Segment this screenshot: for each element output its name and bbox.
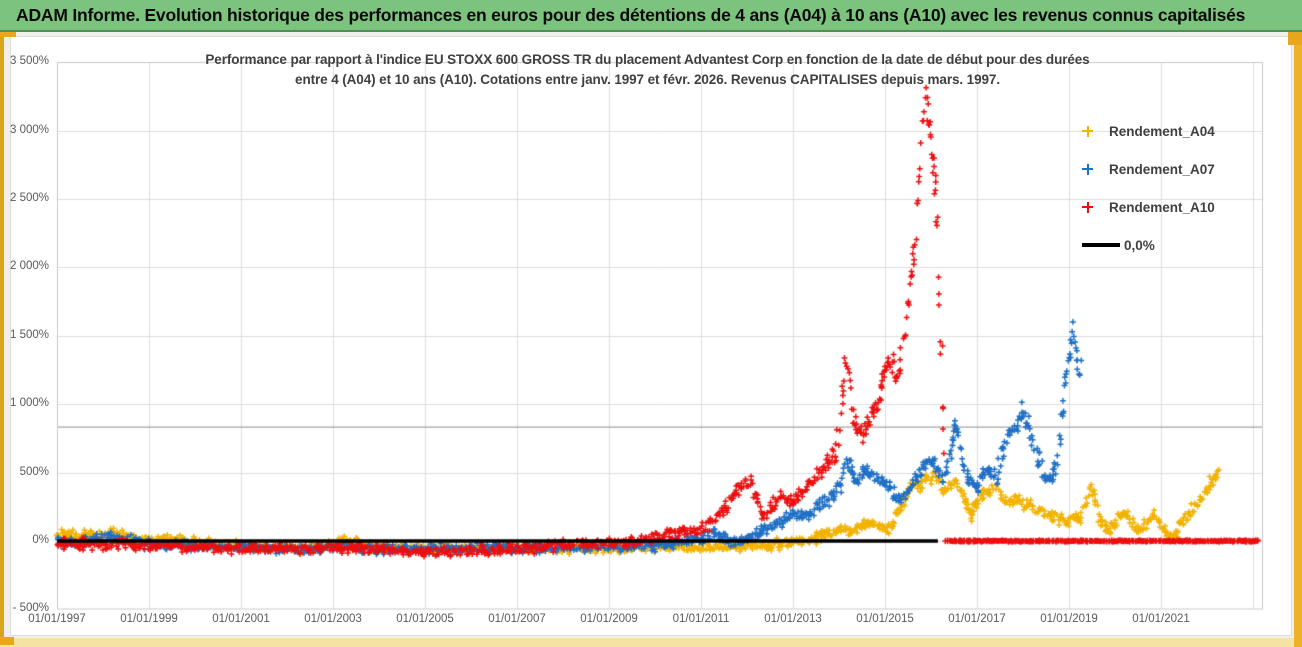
frame-bottom-strip: [0, 638, 1302, 647]
x-axis-tick-label: 01/01/2019: [1040, 613, 1098, 625]
frame-right-strip: [1294, 32, 1302, 647]
x-axis-tick-label: 01/01/2001: [212, 613, 270, 625]
y-axis-tick-label: - 500%: [12, 602, 49, 615]
y-axis-tick-label: 1 000%: [9, 397, 49, 410]
x-axis-tick-label: 01/01/2021: [1132, 613, 1190, 625]
frame-left-strip: [0, 32, 4, 637]
y-axis-tick-label: 3 000%: [9, 123, 49, 136]
x-axis-tick-label: 01/01/2015: [856, 613, 914, 625]
chart-title-line2: entre 4 (A04) et 10 ans (A10). Cotations…: [295, 72, 1000, 87]
chart-title: Performance par rapport à l'indice EU ST…: [160, 50, 1135, 90]
frame-left-accent: [0, 32, 16, 37]
legend-item-rendement-a10: Rendement_A10: [1082, 188, 1272, 226]
chart-legend: Rendement_A04 Rendement_A07 Rendement_A1…: [1082, 112, 1272, 264]
x-axis-tick-label: 01/01/2007: [488, 613, 546, 625]
plus-marker-icon: [1082, 125, 1093, 137]
chart-title-line1: Performance par rapport à l'indice EU ST…: [205, 52, 1090, 67]
legend-item-rendement-a07: Rendement_A07: [1082, 150, 1272, 188]
legend-label: Rendement_A10: [1109, 199, 1215, 215]
zero-line-icon: [1082, 243, 1120, 247]
legend-label: 0,0%: [1124, 237, 1155, 253]
x-axis-tick-label: 01/01/2013: [764, 613, 822, 625]
frame-right-accent: [1288, 32, 1302, 45]
plus-marker-icon: [1082, 163, 1093, 175]
x-axis-tick-label: 01/01/1999: [120, 613, 178, 625]
x-axis-tick-label: 01/01/2011: [672, 613, 730, 625]
y-axis-tick-label: 0%: [32, 534, 49, 546]
x-axis-tick-label: 01/01/2009: [580, 613, 638, 625]
y-axis-tick-label: 2 500%: [9, 192, 49, 204]
plus-marker-icon: [1082, 201, 1093, 213]
y-axis-tick-label: 3 500%: [9, 55, 49, 68]
x-axis-tick-label: 01/01/2017: [948, 613, 1006, 625]
x-axis-tick-label: 01/01/2005: [396, 613, 454, 625]
x-axis-tick-label: 01/01/2003: [304, 613, 362, 625]
y-axis-tick-label: 500%: [19, 465, 49, 478]
y-axis-tick-label: 2 000%: [9, 260, 49, 273]
legend-label: Rendement_A04: [1109, 123, 1215, 139]
legend-item-rendement-a04: Rendement_A04: [1082, 112, 1272, 150]
legend-item-zero-line: 0,0%: [1082, 226, 1272, 264]
legend-label: Rendement_A07: [1109, 161, 1215, 177]
x-axis-tick-label: 01/01/1997: [28, 613, 86, 625]
frame-bottom-accent: [0, 637, 14, 645]
y-axis-tick-label: 1 500%: [9, 328, 49, 341]
